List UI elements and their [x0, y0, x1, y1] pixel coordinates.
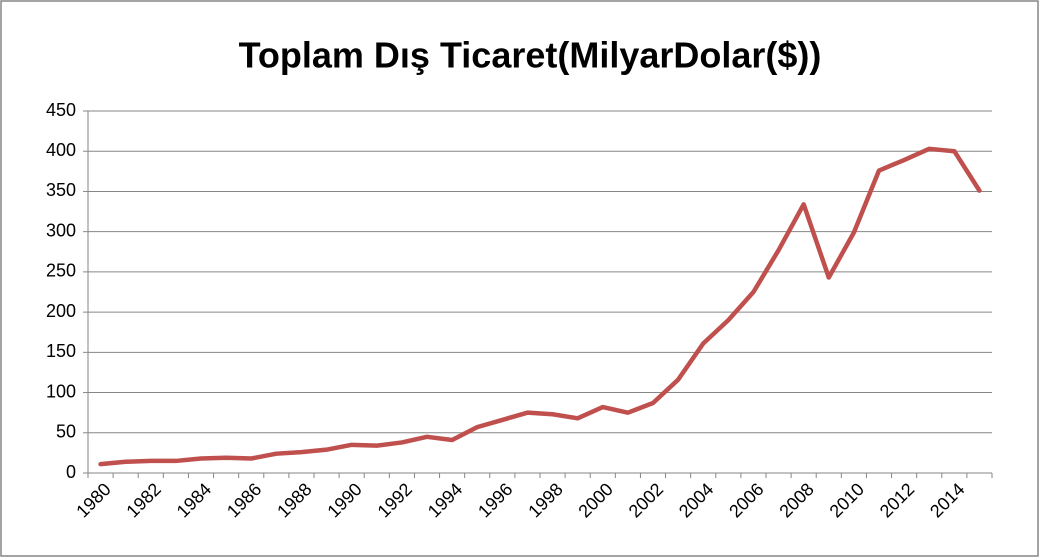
data-line: [98, 146, 982, 467]
y-tick-label: 450: [46, 100, 76, 120]
y-tick-label: 350: [46, 180, 76, 200]
y-tick-label: 250: [46, 261, 76, 281]
y-tick-label: 300: [46, 220, 76, 240]
chart-title: Toplam Dış Ticaret(MilyarDolar($)): [239, 35, 822, 76]
y-tick-label: 0: [66, 462, 76, 482]
y-tick-label: 200: [46, 301, 76, 321]
y-tick-label: 50: [56, 422, 76, 442]
y-tick-label: 100: [46, 381, 76, 401]
y-tick-label: 150: [46, 341, 76, 361]
y-tick-label: 400: [46, 140, 76, 160]
